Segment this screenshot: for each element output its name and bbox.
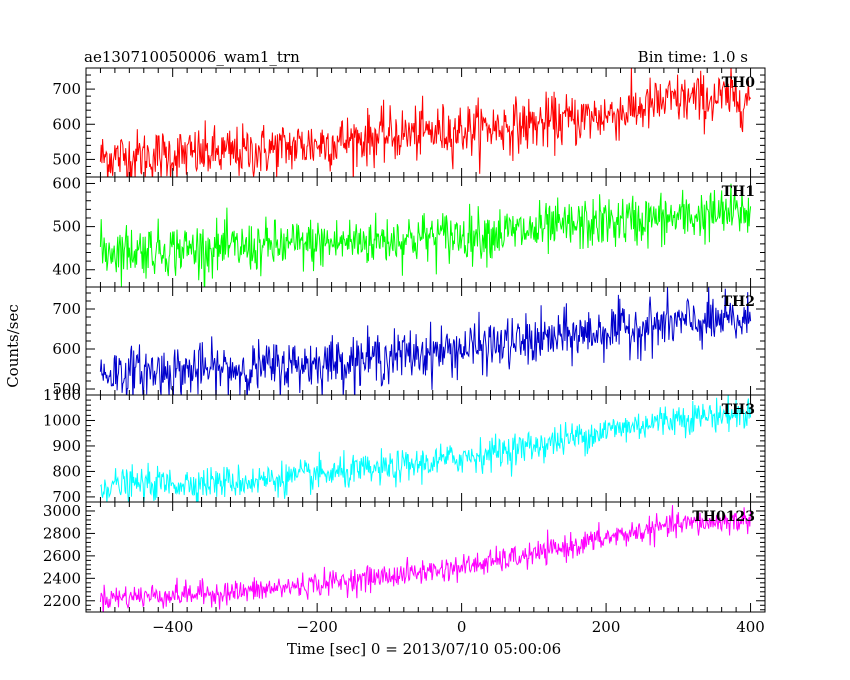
x-axis-title: Time [sec] 0 = 2013/07/10 05:00:06 — [287, 640, 561, 658]
y-tick-label: 600 — [52, 115, 81, 133]
y-tick-label: 1100 — [43, 386, 81, 404]
panel-frame — [85, 67, 766, 178]
y-tick-label: 3000 — [43, 502, 81, 520]
x-tick-label: −400 — [152, 618, 193, 636]
y-tick-label: 800 — [52, 462, 81, 480]
y-tick-label: 500 — [52, 380, 81, 398]
panel-frame — [85, 394, 766, 503]
y-tick-label: 2600 — [43, 547, 81, 565]
y-tick-label: 700 — [52, 488, 81, 506]
panel-frame — [85, 176, 766, 288]
panel-label-th0123: TH0123 — [692, 509, 755, 525]
panel-stack: 500 600 700 TH0 400 500 600 TH1 500 600 700 TH2 700 8… — [43, 67, 766, 613]
panel-th1: 400 500 600 TH1 — [52, 174, 766, 288]
x-tick-label: 0 — [457, 618, 467, 636]
series-line-th3 — [100, 395, 752, 502]
y-tick-label: 700 — [52, 80, 81, 98]
y-tick-label: 1000 — [43, 411, 81, 429]
panel-label-th1: TH1 — [722, 184, 755, 200]
y-tick-label: 2200 — [43, 592, 81, 610]
x-tick-label: 400 — [736, 618, 765, 636]
series-line-th1 — [99, 183, 752, 287]
panel-th0123: 2200 2400 2600 2800 3000 TH0123 — [43, 501, 766, 613]
y-tick-label: 500 — [52, 218, 81, 236]
panel-label-th3: TH3 — [722, 402, 755, 418]
x-tick-label: −200 — [297, 618, 338, 636]
y-tick-label: 600 — [52, 340, 81, 358]
y-tick-label: 400 — [52, 261, 81, 279]
figure-title: ae130710050006_wam1_trn — [84, 48, 300, 66]
y-tick-label: 2400 — [43, 569, 81, 587]
panel-label-th2: TH2 — [722, 294, 755, 310]
x-tick-label: 200 — [592, 618, 621, 636]
panel-th0: 500 600 700 TH0 — [52, 67, 766, 178]
x-axis-ticks: −400 −200 0 200 400 — [152, 618, 765, 636]
panel-th2: 500 600 700 TH2 — [52, 286, 766, 398]
y-tick-label: 2800 — [43, 524, 81, 542]
panel-th3: 700 800 900 1000 1100 TH3 — [43, 386, 766, 506]
y-tick-label: 900 — [52, 437, 81, 455]
bin-time-label: Bin time: 1.0 s — [638, 48, 748, 66]
y-tick-label: 600 — [52, 174, 81, 192]
panel-frame — [85, 501, 766, 613]
series-line-th0123 — [99, 505, 752, 612]
y-tick-label: 500 — [52, 150, 81, 168]
series-line-th0 — [99, 68, 752, 177]
y-tick-label: 700 — [52, 300, 81, 318]
y-axis-title: Counts/sec — [4, 304, 22, 388]
series-line-th2 — [99, 287, 752, 395]
panel-label-th0: TH0 — [722, 75, 756, 91]
panel-frame — [85, 286, 766, 396]
